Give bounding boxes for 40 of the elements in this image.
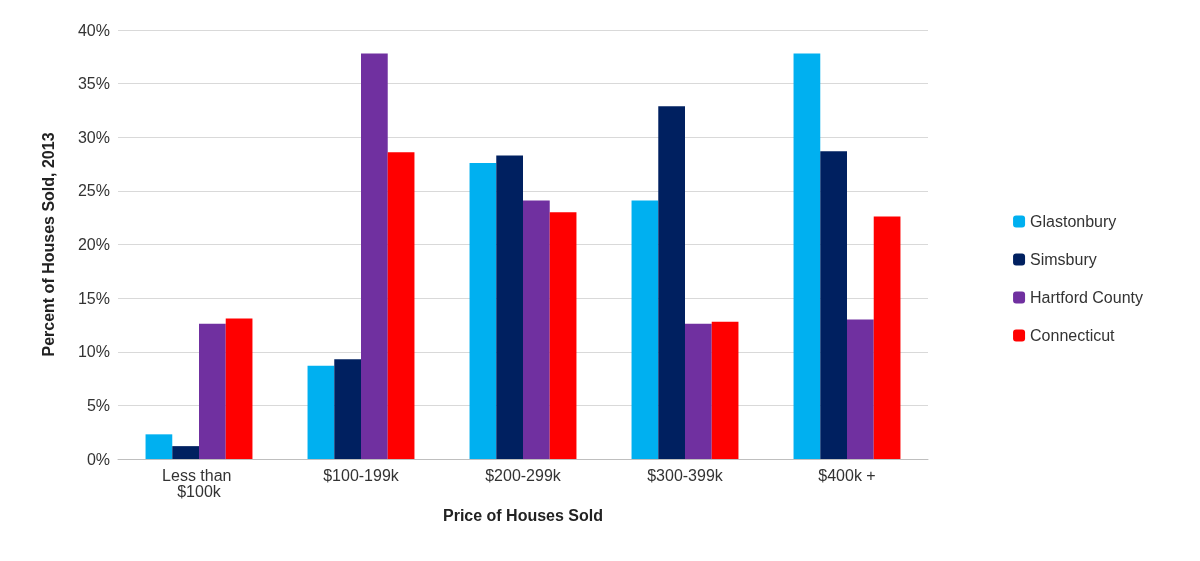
- y-tick-label: 5%: [86, 396, 110, 414]
- bar: [496, 155, 523, 459]
- bar: [469, 162, 497, 459]
- bar: [199, 323, 226, 459]
- bar: [873, 216, 901, 459]
- bar: [685, 323, 712, 459]
- x-tick-label: $100-199k: [323, 466, 400, 484]
- x-tick-label: $400k +: [818, 466, 876, 484]
- bar: [387, 152, 415, 459]
- y-tick-label: 30%: [77, 128, 110, 146]
- x-axis-title: Price of Houses Sold: [442, 506, 604, 524]
- bar: [523, 200, 550, 459]
- y-tick-label: 10%: [77, 343, 110, 361]
- y-tick-label: 15%: [77, 289, 110, 307]
- bar: [145, 434, 173, 459]
- bar: [172, 446, 199, 459]
- x-tick-label: Less than $100k: [162, 466, 236, 500]
- y-tick-label: 25%: [77, 182, 110, 200]
- x-tick-label: $300-399k: [647, 466, 724, 484]
- bar: [711, 321, 739, 459]
- bar: [225, 318, 253, 459]
- y-tick-label: 20%: [77, 236, 110, 253]
- bar: [334, 359, 361, 459]
- bar: [820, 151, 847, 459]
- legend-label: Hartford County: [1030, 289, 1143, 306]
- y-axis-title: Percent of Houses Sold, 2013: [39, 132, 57, 357]
- y-tick-label: 0%: [86, 450, 110, 468]
- y-tick-label: 35%: [77, 75, 110, 93]
- legend-label: Glastonbury: [1030, 213, 1117, 230]
- legend-label: Simsbury: [1030, 251, 1097, 268]
- x-tick-label: $200-299k: [485, 466, 562, 484]
- bar: [658, 106, 685, 459]
- legend-label: Connecticut: [1030, 327, 1116, 344]
- bar: [793, 53, 821, 459]
- bar: [847, 319, 874, 459]
- bar: [361, 53, 388, 459]
- bar: [631, 200, 659, 459]
- bar: [307, 365, 335, 459]
- bar: [549, 212, 577, 459]
- y-tick-label: 40%: [77, 21, 110, 39]
